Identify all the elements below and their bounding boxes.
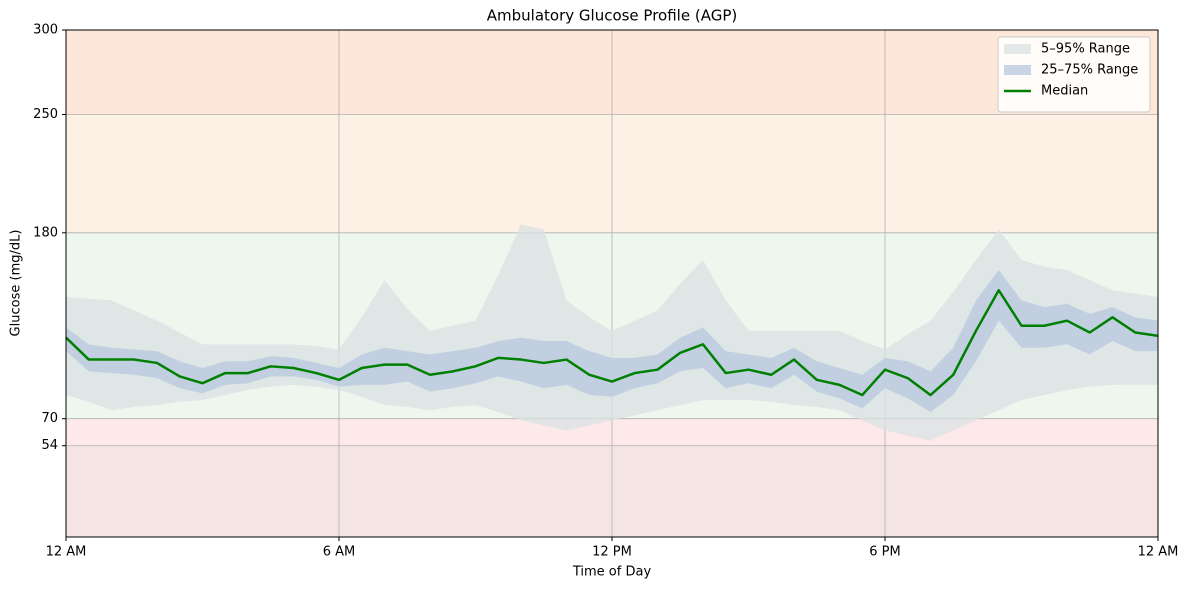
y-axis-label: Glucose (mg/dL): [9, 230, 24, 337]
x-tick-label: 6 AM: [323, 545, 356, 560]
legend: 5–95% Range 25–75% Range Median: [997, 36, 1151, 113]
legend-swatch: [1004, 44, 1031, 54]
chart-title: Ambulatory Glucose Profile (AGP): [487, 7, 737, 25]
legend-label: Median: [1041, 84, 1088, 99]
y-tick-label: 70: [41, 411, 58, 426]
y-tick-label: 54: [41, 438, 58, 453]
legend-label: 5–95% Range: [1041, 42, 1130, 57]
legend-box: [997, 36, 1151, 113]
x-axis-label: Time of Day: [572, 565, 652, 580]
median-line: [65, 289, 1159, 397]
x-tick-label: 12 AM: [1138, 545, 1179, 560]
y-tick-label: 180: [33, 225, 58, 240]
legend-swatch: [1004, 65, 1031, 75]
y-tick-label: 250: [33, 107, 58, 122]
x-tick-label: 12 PM: [592, 545, 632, 560]
x-tick-label: 6 PM: [869, 545, 900, 560]
x-tick-label: 12 AM: [46, 545, 87, 560]
y-tick-label: 300: [33, 23, 58, 38]
percentile-band: [66, 269, 1158, 412]
legend-label: 25–75% Range: [1041, 63, 1138, 78]
